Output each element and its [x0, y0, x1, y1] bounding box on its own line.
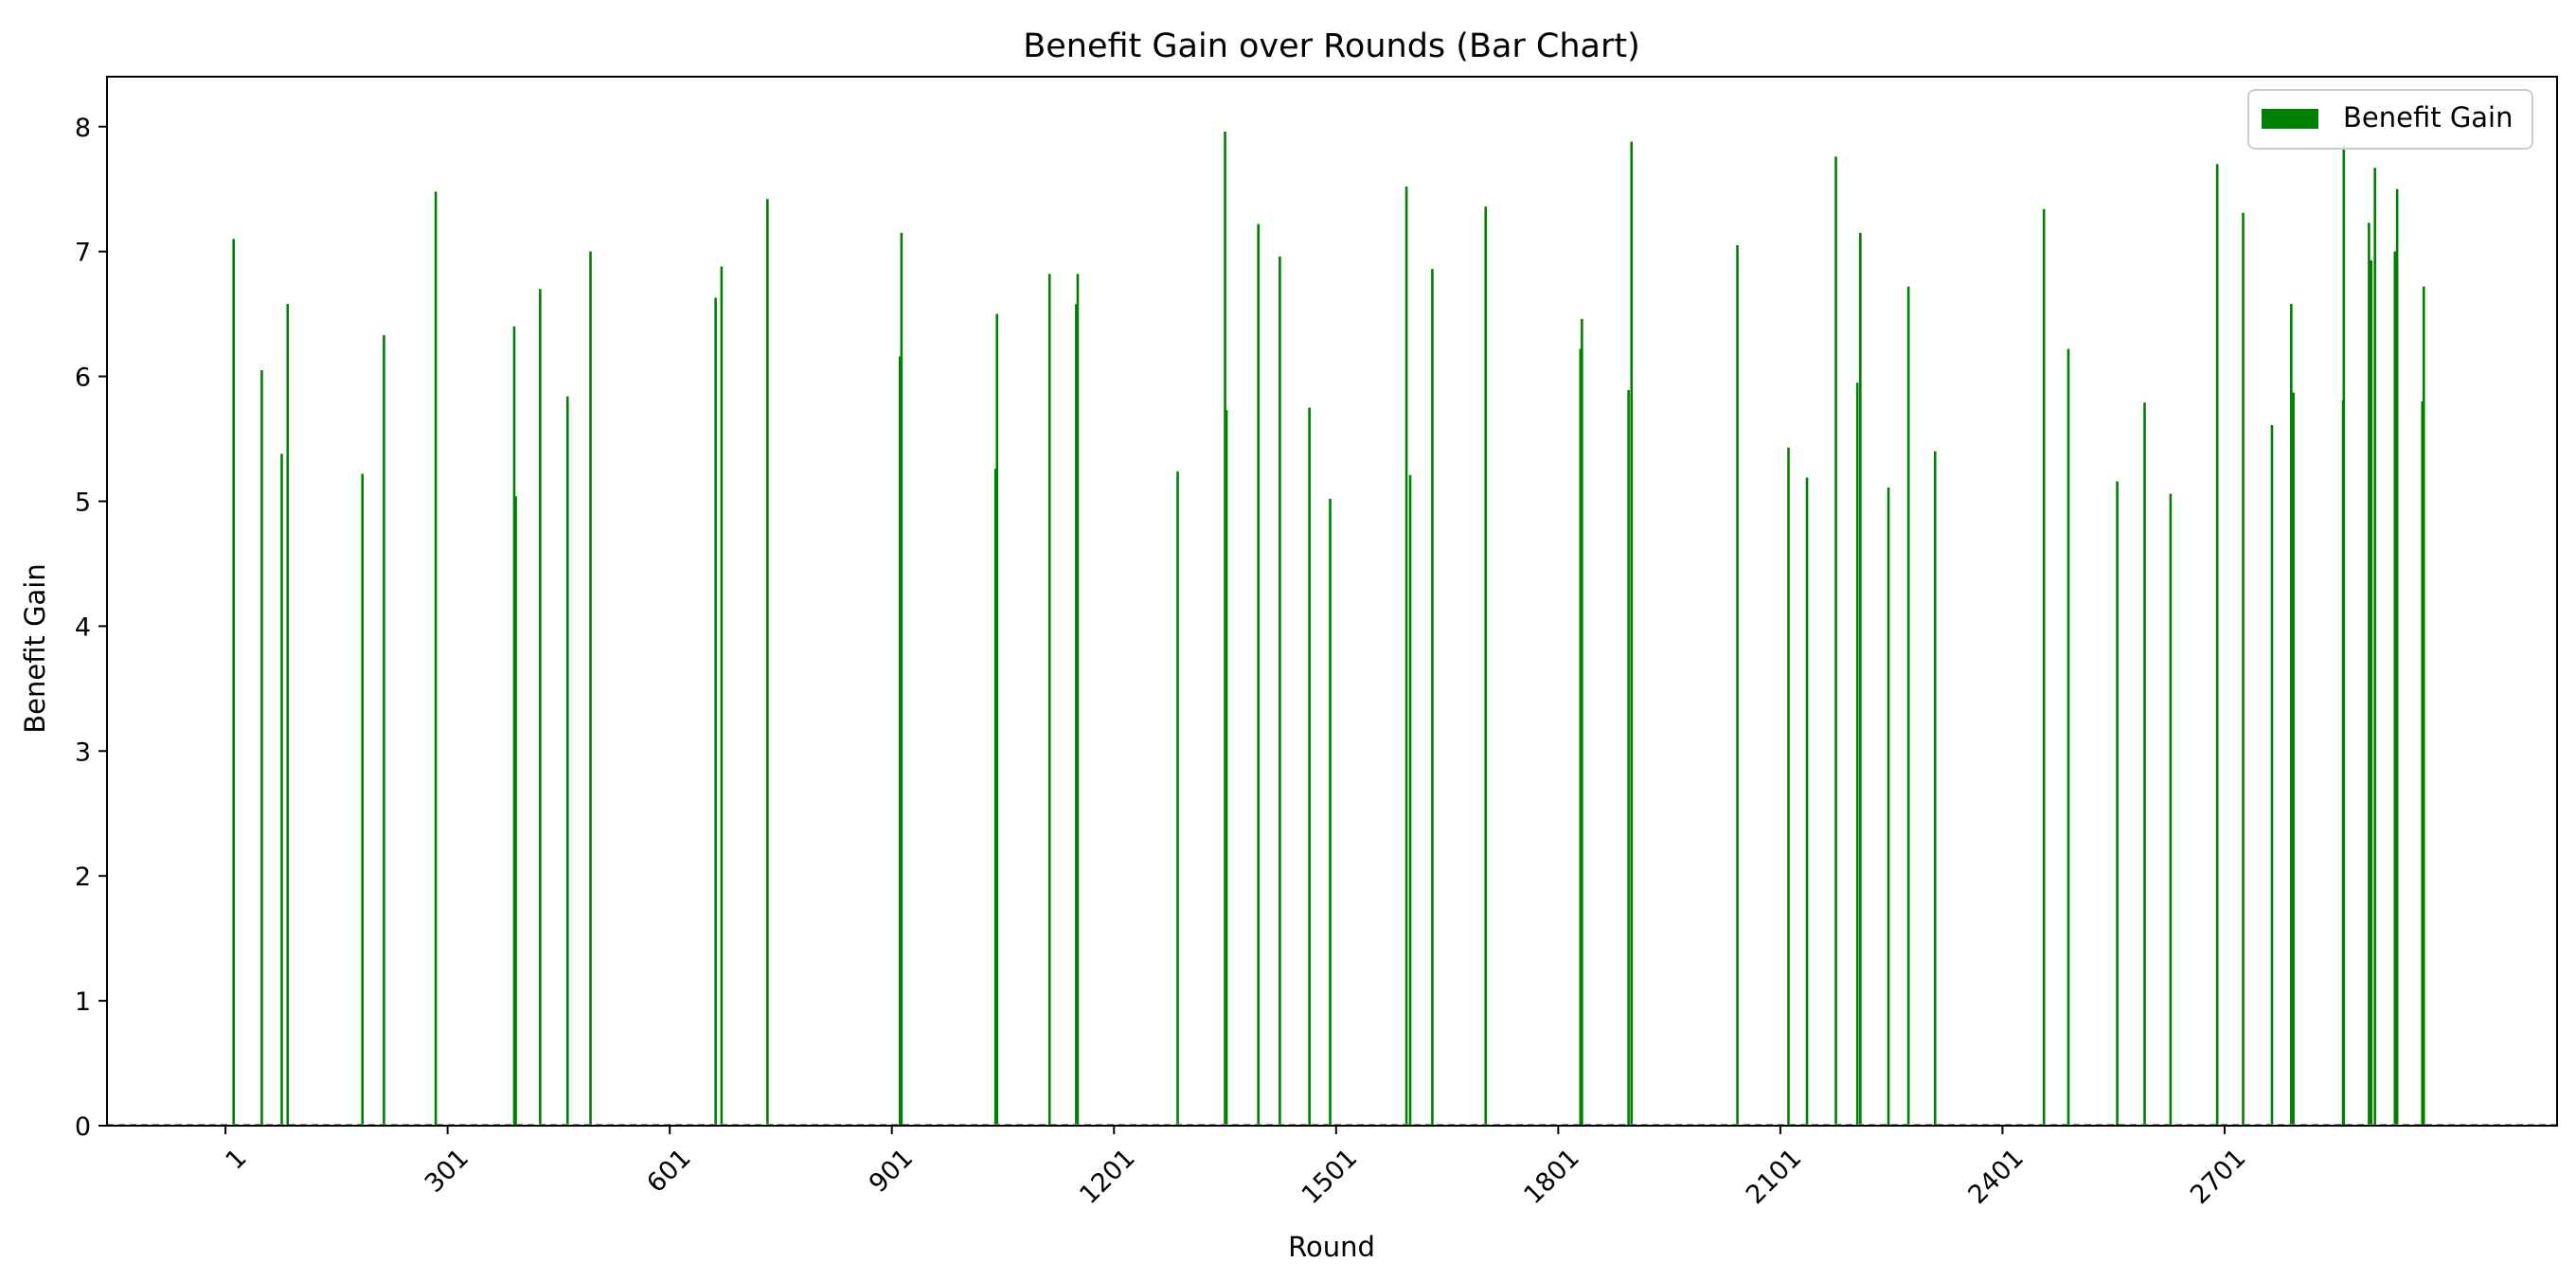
- bar: [720, 266, 724, 1126]
- bar: [1859, 232, 1862, 1126]
- bar: [589, 251, 592, 1126]
- y-axis-label: Benefit Gain: [19, 563, 51, 734]
- bar: [2290, 304, 2293, 1126]
- bar: [1329, 498, 1332, 1126]
- bar: [232, 239, 235, 1127]
- x-tick-label: 301: [420, 1144, 474, 1199]
- x-tick-label: 2101: [1741, 1144, 1808, 1211]
- bar: [2395, 188, 2399, 1126]
- bar: [2169, 493, 2173, 1126]
- x-axis-label: Round: [1288, 1231, 1375, 1263]
- bar: [1933, 451, 1937, 1127]
- bar: [1834, 156, 1837, 1127]
- y-tick-label: 0: [75, 1112, 91, 1142]
- bar: [1257, 223, 1261, 1126]
- bar: [383, 335, 385, 1126]
- bar: [714, 297, 717, 1127]
- bar: [2215, 164, 2219, 1126]
- bar: [1047, 274, 1051, 1126]
- bar: [1408, 474, 1412, 1126]
- x-tick-label: 2401: [1962, 1144, 2030, 1211]
- plot-frame: [106, 76, 2558, 1127]
- bar: [260, 369, 263, 1127]
- bar: [1279, 256, 1281, 1126]
- x-tick-label: 2701: [2185, 1144, 2252, 1211]
- bar: [2143, 402, 2146, 1126]
- bar: [1887, 487, 1890, 1126]
- legend-swatch: [2262, 109, 2318, 129]
- legend-entry-label: Benefit Gain: [2343, 101, 2513, 133]
- bar: [1805, 477, 1809, 1126]
- x-tick-label: 1201: [1074, 1144, 1141, 1211]
- legend: Benefit Gain: [2247, 89, 2533, 150]
- bar: [2421, 400, 2424, 1126]
- bar: [2368, 222, 2370, 1126]
- y-tick-label: 4: [75, 613, 91, 642]
- x-tick-label: 1501: [1297, 1144, 1364, 1211]
- bar: [2373, 168, 2376, 1127]
- x-tick-label: 1: [221, 1144, 253, 1176]
- x-tick-label: 901: [864, 1144, 919, 1199]
- bar: [1855, 382, 1859, 1126]
- bar: [899, 356, 902, 1127]
- x-axis: 1 301 601 901 1201 1501 1801 2101 2401 2701: [221, 1126, 2252, 1211]
- legend-frame: [2247, 89, 2533, 150]
- bar: [1627, 390, 1630, 1127]
- bar: [2066, 348, 2070, 1126]
- bar: [993, 469, 997, 1126]
- bar: [1225, 410, 1228, 1126]
- x-tick-label: 601: [641, 1144, 696, 1199]
- bar: [1308, 407, 1311, 1126]
- bar: [2242, 212, 2245, 1126]
- y-tick-label: 1: [75, 987, 91, 1017]
- x-tick-label: 1801: [1518, 1144, 1585, 1211]
- bar: [1075, 304, 1078, 1126]
- y-tick-label: 8: [75, 114, 91, 143]
- bar: [514, 496, 517, 1126]
- bar: [995, 313, 999, 1126]
- bar: [1176, 471, 1179, 1126]
- chart-title: Benefit Gain over Rounds (Bar Chart): [1023, 27, 1640, 65]
- bar: [280, 453, 283, 1127]
- bar: [434, 191, 438, 1127]
- bar: [2116, 481, 2119, 1126]
- bar: [2422, 286, 2425, 1127]
- bar: [565, 396, 569, 1126]
- y-tick-label: 6: [75, 364, 91, 393]
- bar: [2393, 251, 2397, 1126]
- bar: [1581, 318, 1583, 1126]
- bar: [2270, 425, 2274, 1126]
- bar: [900, 232, 903, 1126]
- bar: [2370, 259, 2373, 1126]
- bar: [2342, 145, 2346, 1126]
- y-tick-label: 7: [75, 239, 91, 268]
- bar: [1736, 245, 1739, 1126]
- bar: [539, 289, 542, 1126]
- bar: [361, 473, 365, 1127]
- y-tick-label: 3: [75, 738, 91, 767]
- bars-layer: [232, 132, 2425, 1127]
- bar: [286, 304, 290, 1126]
- bar: [766, 199, 769, 1126]
- bar: [1579, 348, 1583, 1126]
- bar: [1076, 274, 1080, 1126]
- y-tick-label: 5: [75, 488, 91, 517]
- bar: [512, 326, 516, 1126]
- bar: [1224, 132, 1226, 1126]
- bar: [1484, 206, 1488, 1126]
- bar: [1404, 187, 1408, 1126]
- bar: [1787, 447, 1790, 1126]
- bar: [1630, 141, 1634, 1127]
- bar: [2042, 208, 2046, 1126]
- bar: [1431, 269, 1434, 1126]
- bar: [1906, 286, 1910, 1127]
- bar: [2292, 392, 2295, 1127]
- y-tick-label: 2: [75, 862, 91, 892]
- y-axis: 0 1 2 3 4 5 6 7 8: [75, 114, 107, 1142]
